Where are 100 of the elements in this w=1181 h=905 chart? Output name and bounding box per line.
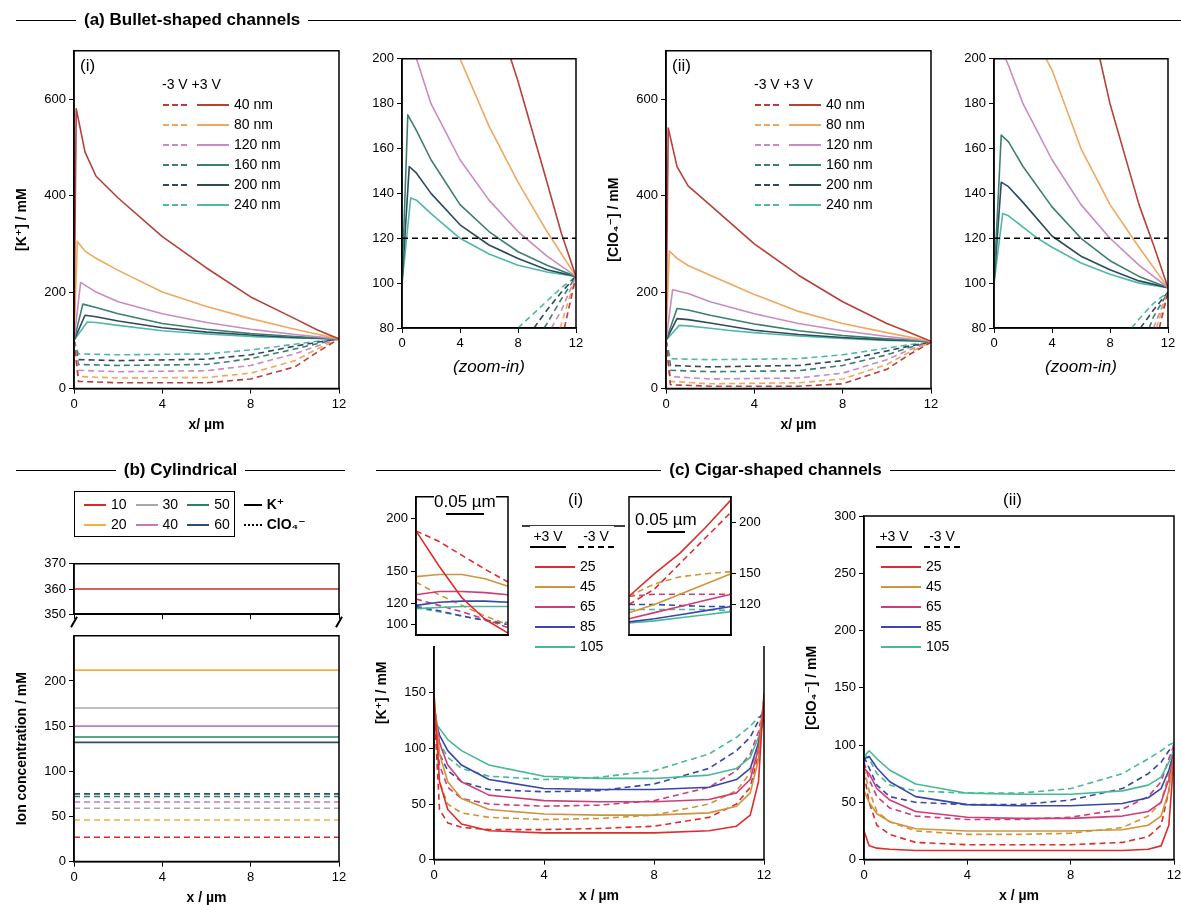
legend-label: 200 nm [234, 176, 281, 192]
legend-label: 160 nm [234, 156, 281, 172]
y-tick-label: 250 [834, 564, 856, 580]
x-tick-label: 12 [756, 866, 772, 882]
y-tick-label: 180 [372, 95, 394, 111]
legend-label: 105 [926, 638, 950, 654]
y-tick-label: 400 [44, 187, 66, 203]
x-tick-label: 4 [158, 395, 166, 411]
y-tick-label: 600 [636, 90, 658, 106]
line-series [415, 581, 509, 626]
legend-label: 40 nm [234, 96, 273, 112]
text: K⁺ [266, 496, 285, 512]
x-tick-label: 0 [990, 335, 998, 351]
y-axis-title: [ClO₄⁻] / mM [605, 177, 622, 262]
y-tick-label: 0 [58, 853, 66, 869]
x-tick-label: 0 [70, 395, 78, 411]
legend-label: 45 [580, 578, 596, 594]
text: 40 [162, 516, 179, 532]
y-tick-label: 0 [848, 851, 856, 867]
x-axis-title: x/ µm [188, 416, 225, 433]
chart-title: (c) Cigar-shaped channels [669, 460, 882, 480]
legend-label: 200 nm [826, 176, 873, 192]
legend-label: 65 [580, 598, 596, 614]
legend-label: 45 [926, 578, 942, 594]
y-tick-label: 300 [834, 507, 856, 523]
x-axis-title: x / µm [999, 887, 1039, 904]
y-tick-label: 0 [418, 851, 426, 867]
text: 20 [111, 516, 127, 532]
y-tick-label: 120 [739, 596, 761, 612]
legend-label: 240 nm [826, 196, 873, 212]
y-tick-label: 150 [739, 565, 761, 581]
x-tick-label: 12 [1160, 335, 1176, 351]
y-axis-title: [ClO₄⁻] / mM [803, 645, 820, 730]
x-tick-label: 12 [568, 335, 584, 351]
text: 50 [214, 496, 230, 512]
y-tick-label: 50 [411, 795, 426, 811]
y-tick-label: 360 [44, 580, 66, 596]
annotation: +3 V [879, 527, 909, 546]
y-tick-label: 200 [44, 672, 66, 688]
y-axis-title: [K⁺] / mM [373, 661, 390, 725]
x-tick-label: 12 [923, 395, 939, 411]
y-tick-label: 50 [51, 808, 66, 824]
y-tick-label: 0 [650, 380, 658, 396]
y-tick-label: 100 [404, 739, 426, 755]
y-tick-label: 150 [386, 562, 408, 578]
x-tick-label: 8 [514, 335, 522, 351]
legend-label: 65 [926, 598, 942, 614]
y-tick-label: 120 [964, 229, 986, 245]
y-tick-label: 100 [372, 274, 394, 290]
x-axis-title: x / µm [579, 887, 619, 904]
y-tick-label: 600 [44, 90, 66, 106]
y-axis-title: Ion concentration / mM [13, 672, 30, 826]
y-tick-label: 100 [44, 762, 66, 778]
x-tick-label: 4 [158, 868, 166, 884]
y-tick-label: 200 [636, 283, 658, 299]
x-tick-label: 0 [860, 866, 868, 882]
x-tick-label: 8 [650, 866, 658, 882]
y-tick-label: 160 [964, 140, 986, 156]
legend-label: 105 [580, 638, 604, 654]
y-tick-label: 200 [739, 514, 761, 530]
y-tick-label: 80 [971, 319, 986, 335]
text: ClO₄⁻ [266, 516, 306, 532]
line-series [628, 511, 732, 606]
y-tick-label: 100 [386, 616, 408, 632]
y-tick-label: 200 [44, 283, 66, 299]
y-tick-label: 150 [44, 717, 66, 733]
y-tick-label: 100 [964, 274, 986, 290]
legend-title: -3 V +3 V [754, 76, 813, 92]
chart-subtitle: (i) [80, 56, 96, 76]
legend-label: 80 nm [234, 116, 273, 132]
x-tick-label: 0 [662, 395, 670, 411]
y-tick-label: 140 [372, 184, 394, 200]
legend-label: 240 nm [234, 196, 281, 212]
x-axis-title: x / µm [186, 889, 227, 905]
x-axis-title: (zoom-in) [453, 356, 525, 376]
y-tick-label: 160 [372, 140, 394, 156]
legend-label: 120 nm [826, 136, 873, 152]
x-tick-label: 12 [331, 395, 347, 411]
annotation: -3 V [929, 527, 955, 546]
y-tick-label: 0 [58, 380, 66, 396]
legend-title: -3 V +3 V [162, 76, 221, 92]
y-tick-label: 50 [841, 793, 856, 809]
y-tick-label: 120 [386, 594, 408, 610]
annotation: 0.05 µm [434, 492, 496, 511]
y-tick-label: 200 [834, 622, 856, 638]
annotation: -3 V [583, 527, 609, 546]
y-tick-label: 150 [834, 679, 856, 695]
legend-label: 10 [111, 496, 127, 512]
legend-label: 80 nm [826, 116, 865, 132]
y-tick-label: 200 [386, 509, 408, 525]
legend-label: 85 [926, 618, 942, 634]
chart-subtitle: (i) [568, 490, 584, 510]
text: 30 [162, 496, 179, 512]
y-tick-label: 350 [44, 605, 66, 621]
x-tick-label: 12 [1166, 866, 1181, 882]
x-tick-label: 4 [1048, 335, 1056, 351]
y-tick-label: 80 [379, 319, 394, 335]
y-tick-label: 140 [964, 184, 986, 200]
x-tick-label: 0 [430, 866, 438, 882]
x-tick-label: 4 [963, 866, 971, 882]
